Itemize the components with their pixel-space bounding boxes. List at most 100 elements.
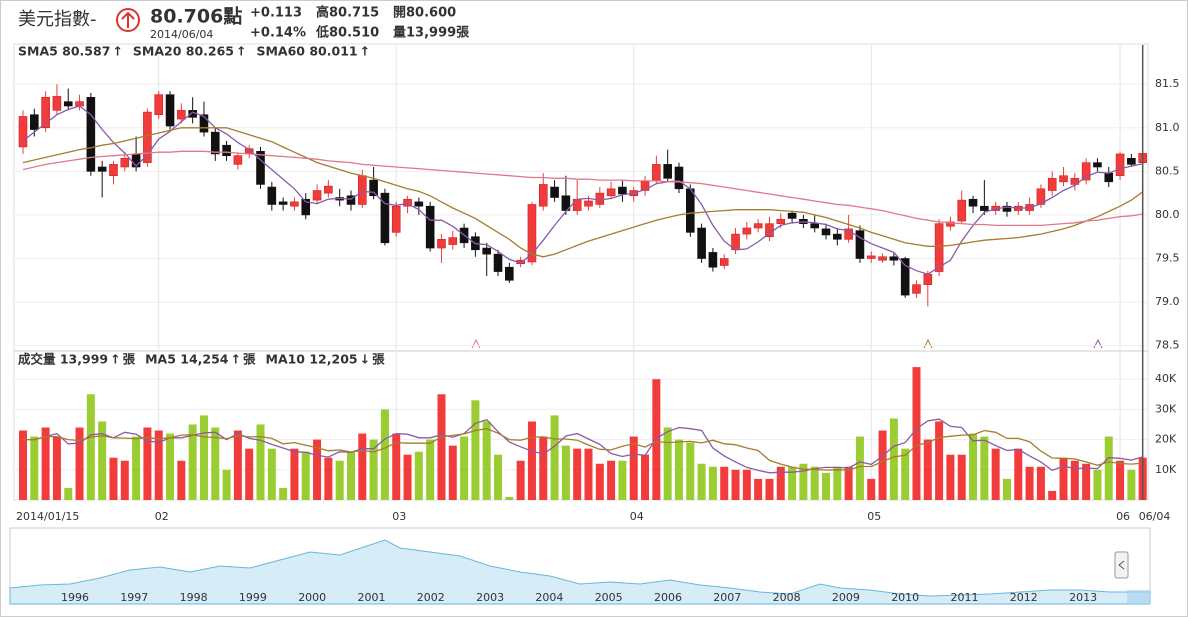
volume-bar [991,448,1000,500]
y-tick-label: 79.5 [1155,252,1180,265]
volume: 量13,999張 [393,26,470,41]
navigator-year: 2013 [1069,591,1097,604]
candle-body [448,237,458,245]
candle-body [41,96,50,129]
volume-bar [878,430,887,500]
candle-body [663,164,672,179]
candle-body [369,179,378,197]
volume-bar [120,460,129,500]
navigator-year: 2003 [476,591,504,604]
candle-body [493,253,503,272]
legend-unit: 張 [123,352,136,367]
y-tick-label: 10K [1155,463,1177,476]
volume-bar [641,454,650,500]
high: 高80.715 [316,5,379,21]
candle-body [595,192,605,205]
candle-body [482,247,492,255]
volume-bar [629,436,638,500]
candle-body [154,94,164,116]
volume-bar [222,469,231,500]
candle-body [109,164,118,177]
candle-body [143,111,152,163]
candle-body [177,110,186,120]
legend-arrow: ↑ [236,44,246,59]
candle-body [403,198,412,207]
handle-arrow [1118,560,1125,570]
volume-bar [52,436,61,500]
candle-body [256,151,265,185]
candle-body [52,96,62,111]
candle-body [708,252,718,268]
volume-bar [1014,448,1023,500]
legend-label: 成交量 13,999 [18,352,108,367]
x-tick-label: 05 [867,510,881,523]
volume-bar [708,466,717,500]
volume-bar [754,478,763,500]
volume-bar [482,421,491,500]
x-tick-label: 2014/01/15 [16,510,79,523]
x-tick-label: 04 [630,510,644,523]
volume-bar [211,427,220,500]
volume-bar [505,496,514,500]
volume-bar [686,442,695,500]
y-tick-label: 78.5 [1155,339,1180,352]
candle-body [810,223,820,229]
navigator-year: 2001 [358,591,386,604]
volume-bar [516,460,525,500]
volume-bar [188,424,197,500]
low: 低80.510 [315,25,379,41]
volume-bar [1059,457,1068,500]
volume-bar [776,466,785,500]
candle-body [946,221,955,227]
navigator-year: 2009 [832,591,860,604]
volume-bar [663,427,672,500]
navigator-handle[interactable] [1114,551,1129,579]
volume-bar [109,457,118,500]
candle-body [1002,205,1012,212]
volume-bar [561,445,570,500]
candle-body [934,223,944,272]
volume-bar [346,451,355,500]
volume-bar [923,439,932,500]
navigator-year: 1997 [120,591,148,604]
y-tick-label: 20K [1155,433,1177,446]
candle-body [120,157,130,168]
volume-bar [380,409,389,500]
candle-body [878,256,887,261]
instrument-name: 美元指數- [18,9,97,30]
candle-body [1036,188,1046,205]
candle-body [584,200,593,207]
candle-body [165,94,175,127]
navigator-year: 1999 [239,591,267,604]
volume-bar [788,466,797,500]
volume-bar [912,367,921,500]
candle-body [1059,175,1068,183]
volume-bar [494,454,503,500]
candle-body [346,195,356,205]
navigator[interactable]: 1996 1997 1998 1999 2000 2001 2002 2003 2004 2005… [9,527,1151,605]
candle-body [674,166,684,190]
volume-bar [460,436,469,500]
candle-body [618,186,627,195]
volume-bar [86,394,95,500]
navigator-year: 2005 [595,591,623,604]
candle-body [437,239,446,249]
navigator-year: 1998 [180,591,208,604]
volume-bar [358,433,367,500]
volume-bar [584,448,593,500]
volume-bar [720,466,729,500]
candle-body [787,212,797,219]
candle-body [889,256,899,261]
volume-bar [1116,460,1125,500]
y-tick-label: 81.0 [1155,121,1180,134]
candle-body [301,198,311,216]
volume-bar [935,421,944,500]
volume-bar [731,469,740,500]
volume-bar [742,469,751,500]
candle-body [968,198,978,207]
navigator-year: 2010 [891,591,919,604]
candle-body [900,258,910,296]
candle-body [18,116,28,148]
date: 2014/06/04 [150,28,213,41]
